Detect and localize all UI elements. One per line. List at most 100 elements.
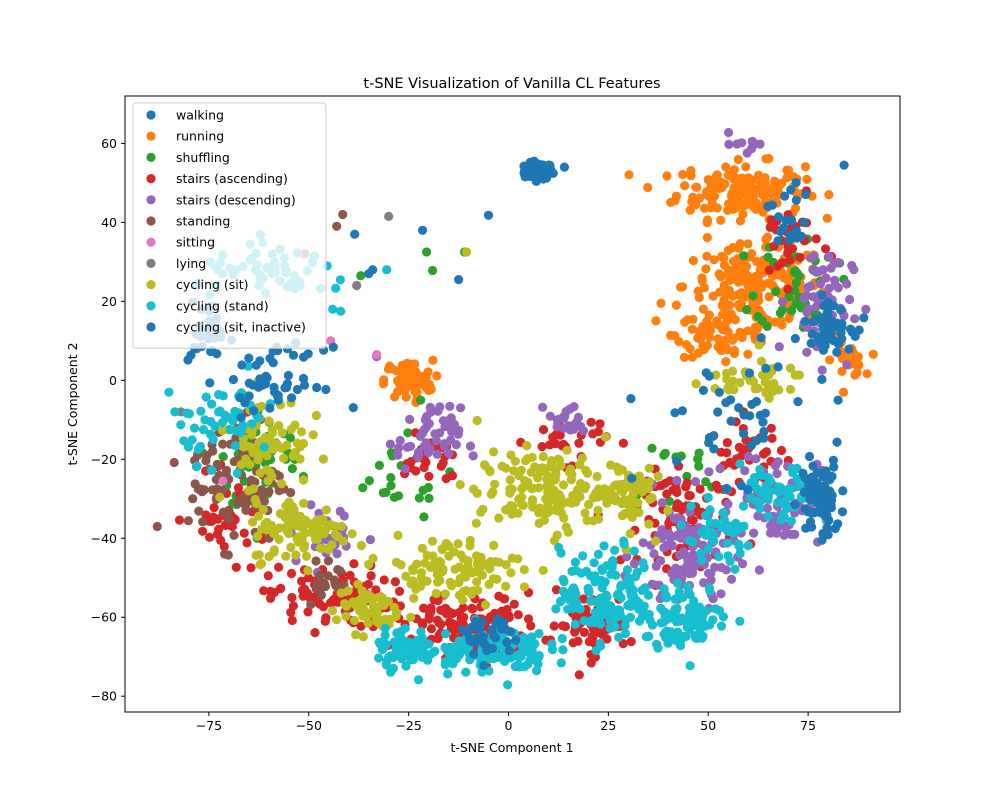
- data-point: [850, 331, 860, 341]
- data-point: [767, 200, 778, 210]
- data-point: [593, 514, 604, 524]
- data-point: [328, 342, 338, 352]
- data-point: [711, 319, 721, 329]
- data-point: [558, 480, 569, 490]
- data-point: [785, 255, 795, 265]
- data-point: [262, 451, 272, 461]
- data-point: [665, 613, 675, 623]
- data-point: [718, 508, 728, 518]
- legend-marker: [146, 131, 156, 141]
- data-point: [596, 619, 606, 629]
- data-point: [763, 511, 773, 521]
- data-point: [218, 452, 228, 462]
- data-point: [353, 579, 363, 589]
- data-point: [698, 304, 709, 314]
- data-point: [790, 333, 800, 344]
- data-point: [587, 615, 597, 625]
- data-point: [765, 222, 775, 232]
- data-point: [698, 385, 709, 395]
- data-point: [780, 191, 790, 201]
- data-point: [553, 415, 563, 425]
- data-point: [246, 563, 256, 573]
- data-point: [678, 169, 688, 180]
- data-point: [740, 466, 750, 476]
- data-point: [718, 612, 729, 622]
- data-point: [356, 271, 366, 281]
- data-point: [294, 532, 304, 542]
- data-point: [817, 290, 827, 300]
- data-point: [458, 625, 468, 635]
- data-point: [299, 380, 310, 390]
- data-point: [570, 557, 581, 567]
- data-point: [610, 545, 620, 555]
- data-point: [379, 575, 389, 585]
- data-point: [432, 449, 442, 459]
- data-point: [783, 284, 793, 294]
- data-point: [743, 349, 753, 359]
- data-point: [784, 292, 794, 302]
- data-point: [445, 577, 455, 587]
- data-point: [232, 468, 242, 478]
- data-point: [465, 441, 476, 451]
- data-point: [287, 393, 297, 403]
- data-point: [838, 486, 848, 496]
- points-layer: [152, 127, 878, 690]
- data-point: [572, 490, 582, 500]
- data-point: [547, 639, 557, 649]
- data-point: [574, 438, 584, 448]
- data-point: [242, 538, 252, 548]
- data-point: [743, 451, 754, 462]
- data-point: [224, 514, 234, 524]
- data-point: [749, 477, 759, 487]
- data-point: [428, 355, 438, 365]
- data-point: [560, 589, 570, 599]
- data-point: [804, 451, 815, 462]
- data-point: [225, 425, 236, 435]
- data-point: [523, 659, 533, 669]
- data-point: [829, 462, 839, 472]
- data-point: [674, 336, 684, 347]
- data-point: [751, 496, 762, 506]
- legend-label: cycling (stand): [176, 298, 269, 313]
- data-point: [701, 477, 711, 487]
- data-point: [766, 379, 776, 390]
- data-point: [198, 517, 208, 527]
- data-point: [602, 561, 612, 571]
- data-point: [694, 602, 705, 612]
- x-axis-label: t-SNE Component 1: [450, 740, 573, 755]
- data-point: [850, 370, 860, 380]
- data-point: [712, 170, 722, 180]
- x-tick-label: −50: [296, 718, 322, 733]
- data-point: [542, 474, 552, 484]
- data-point: [770, 317, 780, 327]
- data-point: [355, 606, 365, 616]
- data-point: [315, 570, 325, 581]
- data-point: [534, 518, 544, 529]
- data-point: [802, 174, 812, 184]
- data-point: [500, 594, 510, 604]
- data-point: [483, 210, 494, 220]
- data-point: [303, 573, 314, 583]
- data-point: [424, 493, 434, 503]
- data-point: [400, 385, 410, 395]
- data-point: [506, 501, 516, 511]
- data-point: [817, 535, 827, 545]
- data-point: [748, 291, 758, 301]
- data-point: [808, 292, 818, 302]
- data-point: [620, 508, 630, 519]
- data-point: [440, 629, 451, 639]
- data-point: [677, 406, 688, 416]
- data-point: [440, 657, 451, 667]
- data-point: [662, 540, 672, 550]
- data-point: [824, 515, 834, 526]
- data-point: [248, 517, 258, 527]
- data-point: [276, 583, 286, 593]
- data-point: [419, 603, 429, 613]
- data-point: [194, 506, 204, 516]
- data-point: [318, 454, 328, 464]
- data-point: [187, 435, 197, 445]
- data-point: [626, 637, 636, 647]
- data-point: [511, 635, 521, 645]
- data-point: [408, 655, 418, 665]
- data-point: [733, 300, 744, 310]
